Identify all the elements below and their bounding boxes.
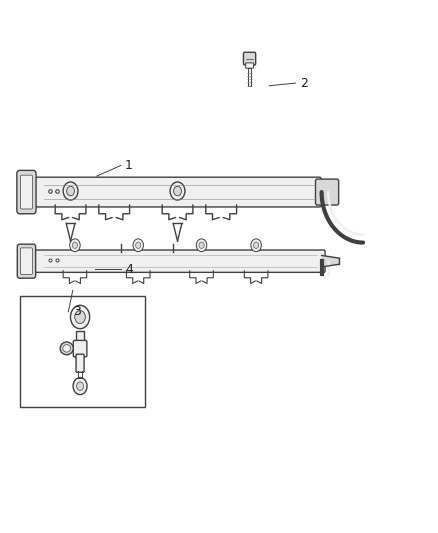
Ellipse shape (60, 342, 73, 355)
Circle shape (133, 239, 144, 252)
Circle shape (73, 377, 87, 394)
Bar (76, 332, 84, 342)
Circle shape (254, 242, 259, 248)
Bar (20, 296, 145, 407)
Text: 4: 4 (125, 263, 133, 276)
Circle shape (136, 242, 141, 248)
Polygon shape (321, 255, 339, 267)
FancyBboxPatch shape (17, 171, 36, 214)
FancyBboxPatch shape (20, 175, 32, 209)
Ellipse shape (63, 345, 71, 352)
Circle shape (70, 239, 80, 252)
FancyBboxPatch shape (246, 63, 254, 68)
FancyBboxPatch shape (76, 354, 84, 372)
Bar (248, 68, 251, 86)
Circle shape (173, 186, 181, 196)
Circle shape (251, 239, 261, 252)
FancyBboxPatch shape (73, 341, 87, 357)
FancyBboxPatch shape (17, 244, 35, 278)
FancyBboxPatch shape (315, 179, 339, 205)
FancyBboxPatch shape (32, 250, 325, 272)
Text: 1: 1 (125, 159, 133, 172)
Circle shape (63, 182, 78, 200)
Circle shape (196, 239, 207, 252)
FancyBboxPatch shape (32, 177, 321, 207)
Circle shape (72, 242, 78, 248)
Circle shape (199, 242, 204, 248)
Circle shape (75, 311, 85, 324)
FancyBboxPatch shape (20, 248, 32, 274)
Circle shape (77, 382, 84, 390)
Circle shape (71, 305, 90, 329)
Text: 3: 3 (73, 305, 81, 318)
Circle shape (170, 182, 185, 200)
FancyBboxPatch shape (244, 52, 256, 65)
Text: 2: 2 (300, 77, 307, 90)
Circle shape (67, 186, 74, 196)
